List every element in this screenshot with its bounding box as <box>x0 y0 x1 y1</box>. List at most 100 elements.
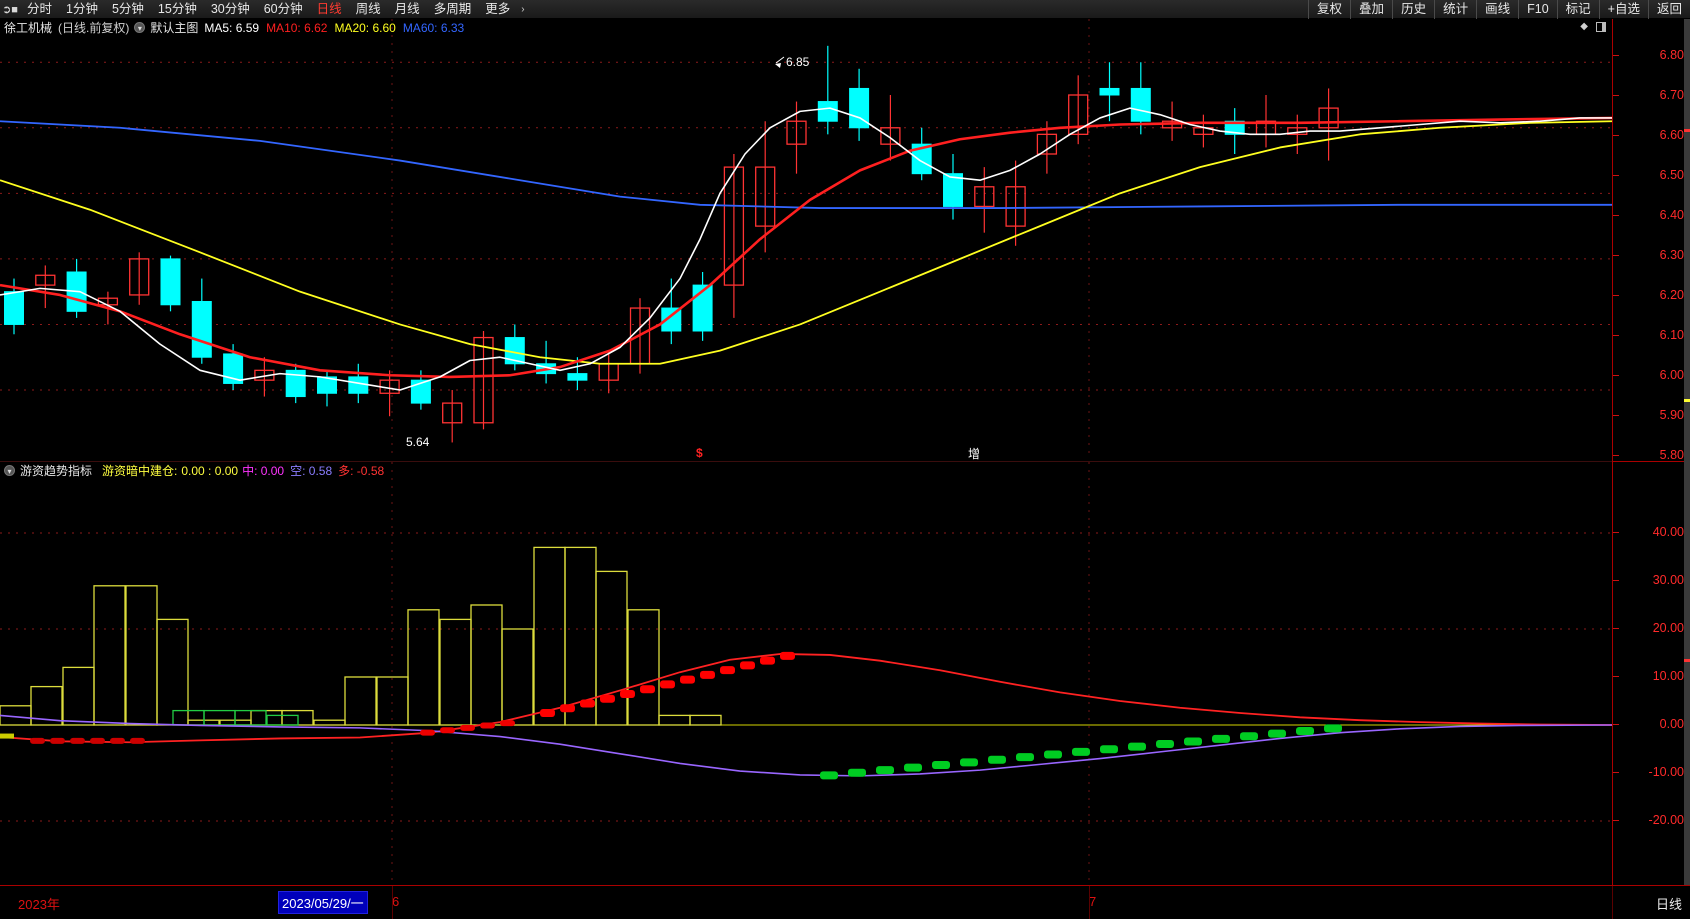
btn-tongji[interactable]: 统计 <box>1434 0 1476 19</box>
month-label-7: 7 <box>1089 894 1097 909</box>
axis-tick <box>1613 676 1619 677</box>
axis-divider <box>1613 461 1690 462</box>
period-monthly[interactable]: 月线 <box>394 1 420 16</box>
symbol-name[interactable]: 徐工机械 <box>4 21 53 35</box>
indicator-axis-label: 40.00 <box>1652 525 1684 539</box>
chevron-down-icon[interactable]: ▾ <box>4 465 15 476</box>
period-60min[interactable]: 60分钟 <box>263 1 303 16</box>
indicator-axis-label: 20.00 <box>1652 621 1684 635</box>
chevron-right-icon[interactable]: › <box>521 3 525 15</box>
axis-tick <box>1613 455 1619 456</box>
price-axis-label: 6.20 <box>1659 288 1684 302</box>
chart-template-label[interactable]: 默认主图 <box>150 21 199 35</box>
high-price-annotation: 6.85 <box>786 55 810 69</box>
chevron-down-icon[interactable]: ▾ <box>134 22 146 33</box>
btn-add-watchlist[interactable]: +自选 <box>1598 0 1648 19</box>
price-axis-label: 6.10 <box>1659 328 1684 342</box>
price-chart-canvas <box>0 19 1612 459</box>
btn-lishi[interactable]: 历史 <box>1392 0 1434 19</box>
indicator-chart-pane[interactable]: ▾ 游资趋势指标 游资暗中建仓: 0.00 : 0.00 中: 0.00 空: … <box>0 461 1612 886</box>
indicator-mid-readout: 中: 0.00 <box>242 464 285 478</box>
price-axis-label: 5.80 <box>1659 448 1684 462</box>
axis-tick <box>1613 55 1619 56</box>
indicator-axis-label: 10.00 <box>1652 669 1684 683</box>
dollar-signal-marker: $ <box>696 446 703 460</box>
btn-huaxian[interactable]: 画线 <box>1476 0 1518 19</box>
toolbar-left-group: ➲■ 分时 1分钟 5分钟 15分钟 30分钟 60分钟 日线 周线 月线 多周… <box>0 0 529 19</box>
axis-tick <box>1613 724 1619 725</box>
period-weekly[interactable]: 周线 <box>355 1 381 16</box>
period-5min[interactable]: 5分钟 <box>111 1 144 16</box>
price-axis-label: 6.00 <box>1659 368 1684 382</box>
price-pane-header: 徐工机械 (日线.前复权) ▾ 默认主图 MA5: 6.59 MA10: 6.6… <box>0 19 471 36</box>
price-axis-label: 5.90 <box>1659 408 1684 422</box>
ma60-readout: MA60: 6.33 <box>402 20 465 35</box>
ma10-readout: MA10: 6.62 <box>266 20 328 35</box>
period-30min[interactable]: 30分钟 <box>210 1 250 16</box>
symbol-context: (日线.前复权) <box>58 21 130 35</box>
axis-tick <box>1613 580 1619 581</box>
axis-tick <box>1613 375 1619 376</box>
indicator-axis-label: -20.00 <box>1648 813 1684 827</box>
price-axis-label: 6.60 <box>1659 128 1684 142</box>
axis-tick <box>1613 532 1619 533</box>
price-pane-icons: ◆ <box>1580 21 1606 32</box>
indicator-chart-canvas <box>0 462 1612 886</box>
ma20-readout: MA20: 6.60 <box>334 20 396 35</box>
indicator-axis-label: 30.00 <box>1652 573 1684 587</box>
period-more[interactable]: 更多 <box>485 1 511 16</box>
axis-tick <box>1613 415 1619 416</box>
date-tick <box>1089 886 1090 919</box>
low-price-annotation: 5.64 <box>406 435 430 449</box>
axis-tick <box>1613 175 1619 176</box>
indicator-short-readout: 空: 0.58 <box>290 464 333 478</box>
btn-biaoji[interactable]: 标记 <box>1556 0 1599 19</box>
price-chart-pane[interactable]: 徐工机械 (日线.前复权) ▾ 默认主图 MA5: 6.59 MA10: 6.6… <box>0 19 1612 461</box>
price-axis-label: 6.40 <box>1659 208 1684 222</box>
period-multi[interactable]: 多周期 <box>433 1 472 16</box>
indicator-long-readout: 多: -0.58 <box>338 464 385 478</box>
price-axis-label: 6.30 <box>1659 248 1684 262</box>
btn-fuquan[interactable]: 复权 <box>1308 0 1350 19</box>
date-axis[interactable]: 2023年 2023/05/29/一 6 7 日线 <box>0 885 1690 919</box>
period-fenshi[interactable]: 分时 <box>27 1 53 16</box>
indicator-axis-label: 0.00 <box>1659 717 1684 731</box>
price-axis[interactable]: 6.80 6.70 6.60 6.50 6.40 6.30 6.20 6.10 6.00 5.90… <box>1612 19 1690 885</box>
ma5-readout: MA5: 6.59 <box>204 20 260 35</box>
month-label-6: 6 <box>392 894 400 909</box>
indicator-value-pair: 0.00 : 0.00 <box>181 463 239 478</box>
selected-date-label[interactable]: 2023/05/29/一 <box>278 891 368 914</box>
toolbar-right-group: 复权 叠加 历史 统计 画线 F10 标记 +自选 返回 <box>1308 0 1690 19</box>
indicator-axis-label: -10.00 <box>1648 765 1684 779</box>
axis-tick <box>1613 255 1619 256</box>
window-icon[interactable]: ➲■ <box>2 3 18 16</box>
year-label: 2023年 <box>18 897 60 912</box>
period-indicator: 日线 <box>1655 897 1682 912</box>
scrollbar-edge[interactable] <box>1684 19 1690 885</box>
indicator-pane-header: ▾ 游资趋势指标 游资暗中建仓: 0.00 : 0.00 中: 0.00 空: … <box>0 462 384 479</box>
price-axis-label: 6.80 <box>1659 48 1684 62</box>
indicator-subname: 游资暗中建仓: <box>102 464 178 478</box>
date-tick <box>392 886 393 919</box>
axis-tick <box>1613 95 1619 96</box>
axis-tick <box>1613 215 1619 216</box>
axis-tick <box>1613 772 1619 773</box>
btn-return[interactable]: 返回 <box>1647 0 1690 19</box>
diamond-icon[interactable]: ◆ <box>1580 21 1588 32</box>
period-15min[interactable]: 15分钟 <box>157 1 197 16</box>
btn-diejia[interactable]: 叠加 <box>1350 0 1392 19</box>
axis-tick <box>1613 628 1619 629</box>
layout-icon[interactable] <box>1596 21 1606 32</box>
axis-tick <box>1613 135 1619 136</box>
period-1min[interactable]: 1分钟 <box>66 1 98 16</box>
indicator-name[interactable]: 游资趋势指标 <box>20 464 93 478</box>
date-tick <box>1612 886 1613 919</box>
btn-f10[interactable]: F10 <box>1518 0 1557 19</box>
price-axis-label: 6.50 <box>1659 168 1684 182</box>
period-daily[interactable]: 日线 <box>316 1 342 16</box>
zeng-signal-marker: 增 <box>968 447 981 461</box>
axis-tick <box>1613 335 1619 336</box>
axis-tick <box>1613 295 1619 296</box>
axis-tick <box>1613 820 1619 821</box>
